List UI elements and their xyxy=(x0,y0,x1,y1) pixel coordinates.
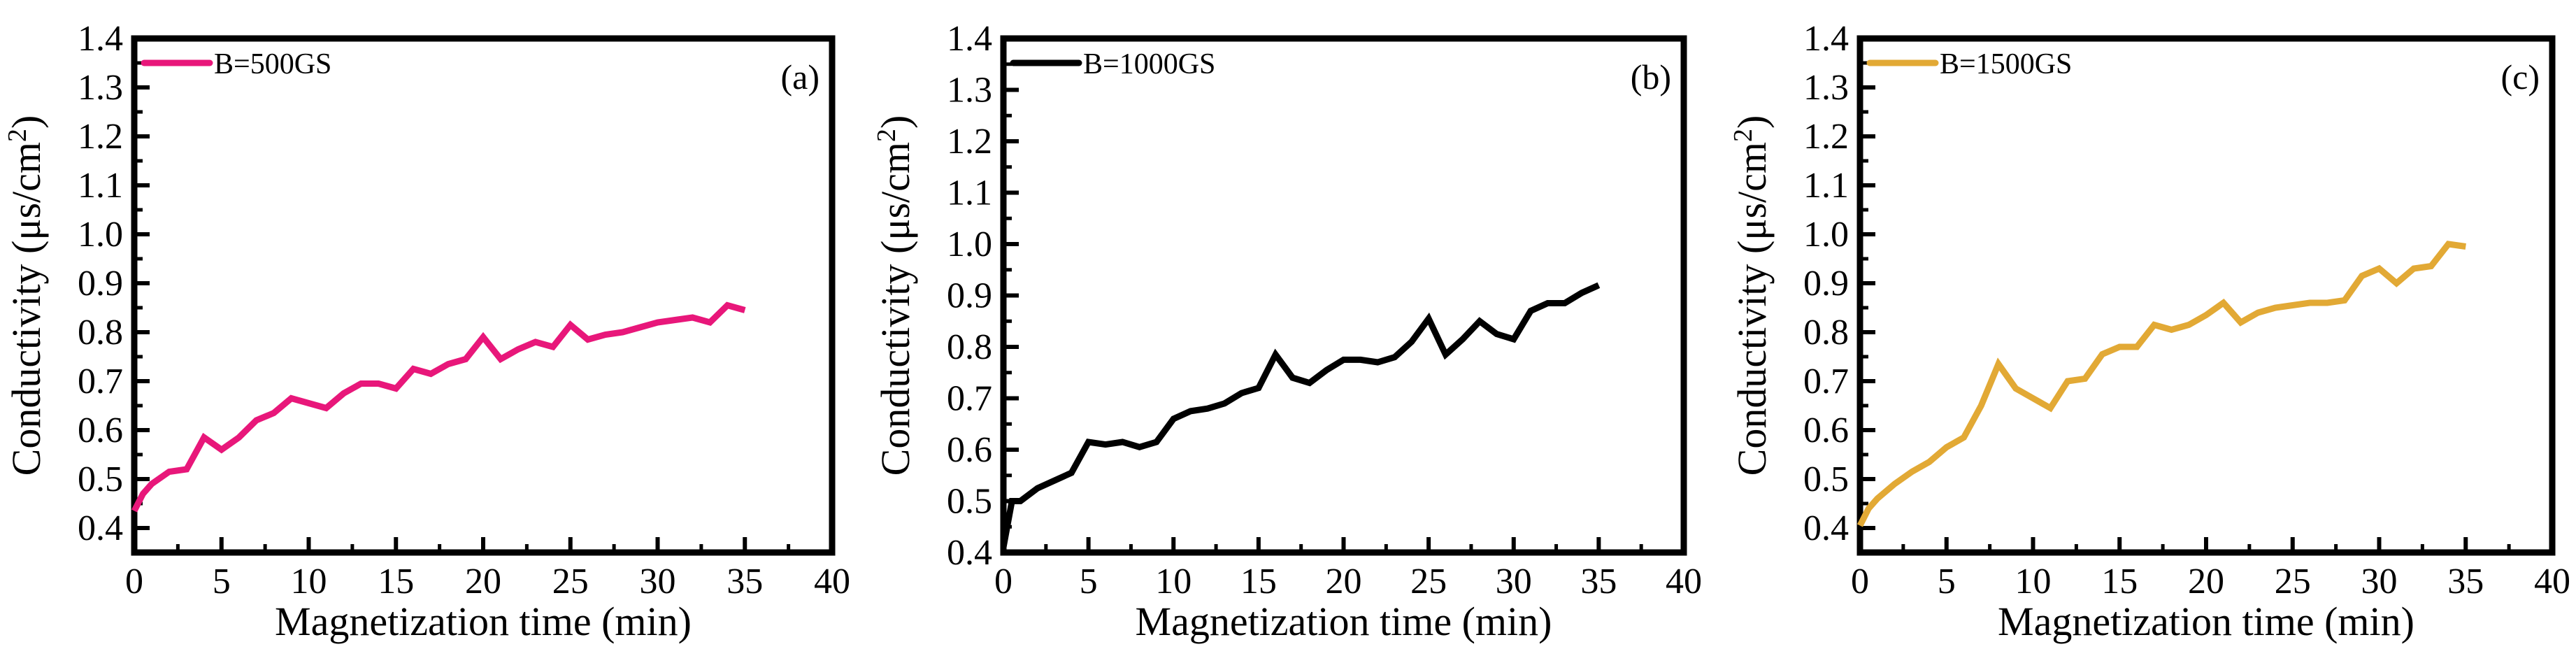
x-tick-label: 35 xyxy=(2447,562,2484,601)
y-axis-label-end: ) xyxy=(873,115,918,129)
legend: B=1500GS xyxy=(1866,48,2072,80)
x-tick-label: 5 xyxy=(1080,562,1098,601)
y-axis-label-base: Conductivity (μs/cm xyxy=(873,142,918,476)
y-tick-label: 0.7 xyxy=(947,379,992,419)
y-tick-label: 1.4 xyxy=(78,19,123,59)
x-tick-label: 0 xyxy=(125,562,143,601)
y-tick-label: 1.2 xyxy=(1803,117,1849,157)
y-tick-label: 0.8 xyxy=(947,327,992,367)
y-tick-label: 0.6 xyxy=(947,430,992,470)
y-tick-label: 0.9 xyxy=(78,264,123,304)
series-line xyxy=(1000,282,1601,548)
x-tick-label: 30 xyxy=(2361,562,2398,601)
y-axis-label-end: ) xyxy=(3,115,49,129)
x-tick-label: 5 xyxy=(213,562,231,601)
x-tick-label: 5 xyxy=(1938,562,1956,601)
plot-frame xyxy=(1856,35,2556,556)
legend-label: B=1500GS xyxy=(1940,48,2072,80)
tick-marks xyxy=(1858,36,2554,552)
y-tick-label: 1.1 xyxy=(78,166,123,206)
x-tick-label: 35 xyxy=(1580,562,1617,601)
series-layer xyxy=(131,301,746,513)
y-tick-label: 1.0 xyxy=(78,215,123,255)
y-tick-label: 0.6 xyxy=(1803,411,1849,450)
y-tick-label: 0.4 xyxy=(1803,508,1849,548)
legend: B=500GS xyxy=(141,48,331,80)
plot-frame xyxy=(131,35,836,556)
y-axis-label-base: Conductivity (μs/cm xyxy=(1729,142,1775,476)
legend: B=1000GS xyxy=(1010,48,1215,80)
y-tick-label: 0.7 xyxy=(78,362,123,401)
y-tick-label: 1.3 xyxy=(1803,68,1849,108)
series-layer xyxy=(1856,241,2466,527)
x-axis-label: Magnetization time (min) xyxy=(1136,599,1552,644)
chart-panel-c: B=1500GS (c) Magnetization time (min) Co… xyxy=(1729,19,2570,644)
y-axis-label: Conductivity (μs/cm2) xyxy=(872,115,918,476)
series-layer xyxy=(1000,282,1601,548)
x-tick-label: 25 xyxy=(1410,562,1447,601)
legend-label: B=1000GS xyxy=(1083,48,1215,80)
series-line xyxy=(131,301,746,513)
y-tick-label: 1.4 xyxy=(947,19,992,59)
y-axis-label-superscript: 2 xyxy=(1729,129,1758,142)
x-tick-label: 15 xyxy=(1240,562,1277,601)
y-tick-label: 0.5 xyxy=(947,482,992,522)
x-axis-label: Magnetization time (min) xyxy=(275,599,692,644)
y-tick-label: 0.9 xyxy=(947,276,992,316)
x-tick-label: 10 xyxy=(2015,562,2052,601)
y-tick-label: 1.2 xyxy=(78,117,123,157)
x-tick-label: 35 xyxy=(727,562,763,601)
y-tick-label: 1.1 xyxy=(947,173,992,213)
x-tick-label: 40 xyxy=(1666,562,1702,601)
x-tick-label: 20 xyxy=(465,562,501,601)
x-tick-label: 15 xyxy=(378,562,414,601)
panel-label: (b) xyxy=(1631,57,1671,97)
y-axis-label: Conductivity (μs/cm2) xyxy=(1729,115,1775,476)
y-tick-label: 0.8 xyxy=(78,313,123,352)
x-tick-label: 0 xyxy=(1851,562,1869,601)
chart-panel-b: B=1000GS (b) Magnetization time (min) Co… xyxy=(872,19,1702,644)
y-axis-label-superscript: 2 xyxy=(872,129,901,142)
y-tick-label: 1.2 xyxy=(947,122,992,162)
x-tick-label: 20 xyxy=(1326,562,1362,601)
y-tick-label: 0.7 xyxy=(1803,362,1849,401)
y-axis-label-superscript: 2 xyxy=(3,129,32,142)
series-line xyxy=(1856,241,2466,527)
y-tick-label: 0.4 xyxy=(78,508,123,548)
x-tick-label: 15 xyxy=(2101,562,2138,601)
legend-label: B=500GS xyxy=(214,48,331,80)
y-tick-label: 0.5 xyxy=(1803,459,1849,499)
x-tick-label: 20 xyxy=(2188,562,2224,601)
x-tick-label: 40 xyxy=(814,562,850,601)
x-tick-label: 10 xyxy=(1155,562,1192,601)
y-tick-label: 1.0 xyxy=(1803,215,1849,255)
y-tick-label: 0.9 xyxy=(1803,264,1849,304)
y-axis-label-end: ) xyxy=(1729,115,1775,129)
x-tick-label: 25 xyxy=(2275,562,2311,601)
chart-panel-a: B=500GS (a) Magnetization time (min) Con… xyxy=(3,19,850,644)
x-axis-label: Magnetization time (min) xyxy=(1998,599,2414,644)
y-tick-label: 0.8 xyxy=(1803,313,1849,352)
x-tick-label: 30 xyxy=(1496,562,1532,601)
y-tick-label: 1.1 xyxy=(1803,166,1849,206)
y-tick-label: 1.0 xyxy=(947,224,992,264)
x-tick-label: 10 xyxy=(291,562,327,601)
y-tick-label: 1.3 xyxy=(78,68,123,108)
tick-marks xyxy=(132,36,834,552)
panel-label: (a) xyxy=(781,57,820,97)
y-tick-label: 1.3 xyxy=(947,71,992,110)
panel-label: (c) xyxy=(2501,57,2540,97)
x-tick-label: 0 xyxy=(994,562,1012,601)
y-tick-label: 1.4 xyxy=(1803,19,1849,59)
x-tick-label: 25 xyxy=(552,562,589,601)
y-tick-label: 0.6 xyxy=(78,411,123,450)
x-tick-label: 40 xyxy=(2534,562,2570,601)
y-tick-label: 0.4 xyxy=(947,533,992,573)
y-axis-label: Conductivity (μs/cm2) xyxy=(3,115,49,476)
y-tick-label: 0.5 xyxy=(78,459,123,499)
y-axis-label-base: Conductivity (μs/cm xyxy=(3,142,49,476)
x-tick-label: 30 xyxy=(640,562,676,601)
